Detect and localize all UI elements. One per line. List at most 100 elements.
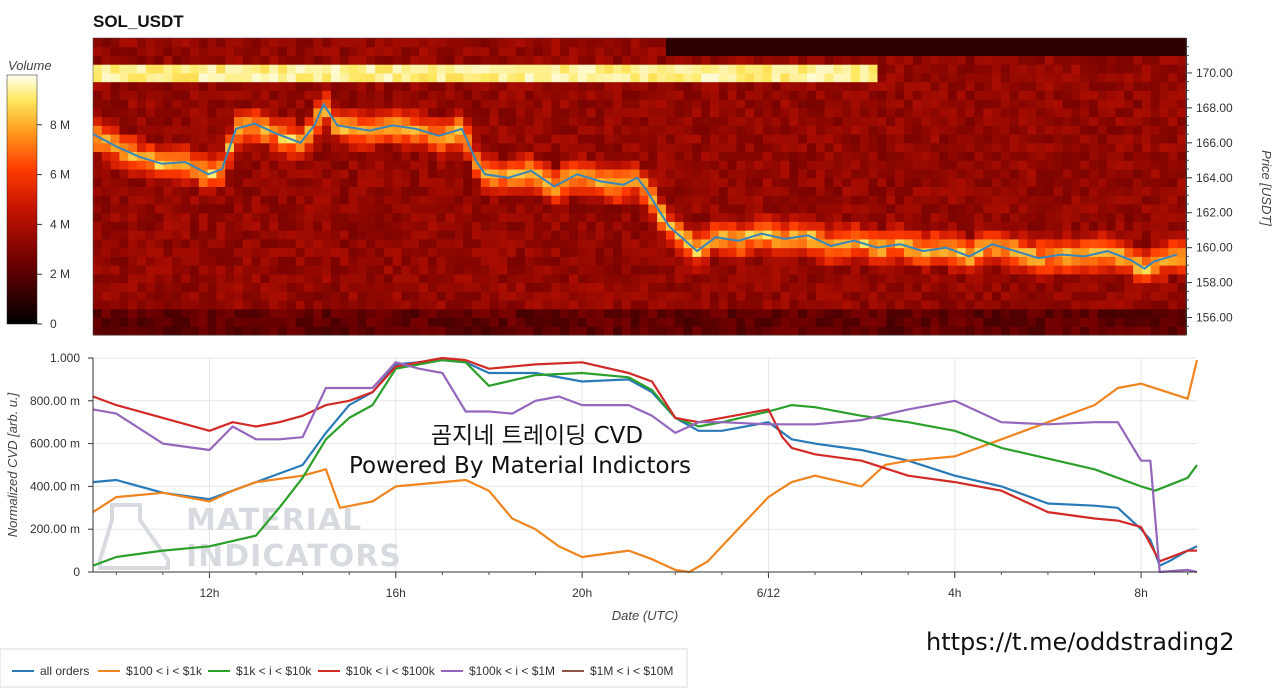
heatmap-cell (1053, 177, 1064, 187)
heatmap-cell (974, 177, 984, 187)
heatmap-cell (163, 177, 173, 187)
heatmap-cell (745, 169, 755, 179)
heatmap-cell (128, 99, 138, 109)
heatmap-cell (657, 265, 667, 275)
heatmap-cell (736, 195, 746, 205)
heatmap-cell (234, 282, 244, 292)
heatmap-cell (1036, 134, 1046, 144)
heatmap-cell (648, 116, 658, 126)
heatmap-cell (463, 81, 473, 91)
heatmap-cell (789, 55, 799, 65)
heatmap-cell (912, 38, 923, 48)
heatmap-cell (1124, 46, 1134, 56)
heatmap-cell (154, 99, 165, 109)
heatmap-cell (939, 177, 949, 187)
heatmap-cell (1177, 317, 1187, 327)
heatmap-cell (895, 177, 905, 187)
heatmap-cell (1009, 177, 1020, 187)
heatmap-cell (1053, 46, 1064, 56)
heatmap-cell (983, 55, 993, 65)
heatmap-cell (736, 151, 746, 161)
heatmap-cell (824, 142, 834, 153)
heatmap-cell (992, 160, 1002, 170)
heatmap-cell (639, 125, 649, 135)
heatmap-cell (401, 142, 411, 153)
heatmap-cell (648, 160, 658, 170)
heatmap-cell (789, 247, 799, 257)
heatmap-cell (1053, 169, 1064, 179)
heatmap-cell (842, 72, 852, 83)
heatmap-cell (1124, 256, 1134, 266)
heatmap-cell (692, 169, 702, 179)
heatmap-cell (207, 90, 217, 100)
heatmap-cell (198, 90, 209, 100)
heatmap-cell (154, 72, 165, 83)
heatmap-cell (516, 212, 526, 222)
heatmap-cell (295, 169, 306, 179)
heatmap-cell (507, 230, 517, 240)
heatmap-cell (586, 72, 596, 83)
heatmap-cell (736, 273, 746, 284)
heatmap-cell (798, 116, 808, 126)
heatmap-cell (710, 107, 720, 118)
heatmap-cell (824, 160, 834, 170)
heatmap-cell (1036, 300, 1046, 310)
heatmap-cell (1124, 291, 1134, 301)
heatmap-cell (427, 195, 438, 205)
heatmap-cell (542, 238, 552, 249)
heatmap-cell (912, 230, 923, 240)
heatmap-cell (736, 134, 746, 144)
heatmap-cell (1115, 134, 1125, 144)
heatmap-cell (577, 151, 588, 161)
heatmap-cell (1053, 186, 1064, 196)
heatmap-cell (330, 125, 341, 135)
heatmap-cell (110, 221, 120, 231)
heatmap-cell (1018, 99, 1028, 109)
heatmap-cell (921, 238, 931, 249)
heatmap-cell (1053, 265, 1064, 275)
heatmap-cell (1071, 134, 1081, 144)
heatmap-cell (657, 238, 667, 249)
heatmap-cell (234, 116, 244, 126)
heatmap-cell (137, 273, 147, 284)
heatmap-cell (330, 308, 341, 319)
heatmap-cell (859, 212, 870, 222)
heatmap-cell (1062, 247, 1072, 257)
heatmap-cell (586, 160, 596, 170)
heatmap-cell (295, 55, 306, 65)
heatmap-cell (1044, 265, 1055, 275)
heatmap-cell (269, 256, 279, 266)
heatmap-cell (745, 282, 755, 292)
heatmap-cell (419, 160, 429, 170)
heatmap-cell (1177, 282, 1187, 292)
heatmap-cell (798, 72, 808, 83)
heatmap-cell (542, 116, 552, 126)
heatmap-cell (93, 186, 103, 196)
heatmap-cell (295, 326, 306, 336)
heatmap-cell (665, 116, 676, 126)
heatmap-cell (921, 291, 931, 301)
heatmap-cell (621, 142, 632, 153)
heatmap-cell (375, 125, 385, 135)
heatmap-cell (542, 247, 552, 257)
heatmap-cell (1027, 38, 1037, 48)
heatmap-cell (286, 125, 297, 135)
heatmap-cell (754, 186, 764, 196)
heatmap-cell (621, 125, 632, 135)
heatmap-cell (833, 169, 843, 179)
heatmap-cell (939, 151, 949, 161)
heatmap-cell (1159, 81, 1169, 91)
heatmap-cell (375, 203, 385, 214)
heatmap-cell (533, 186, 544, 196)
heatmap-cell (436, 151, 447, 161)
heatmap-cell (119, 169, 129, 179)
heatmap-cell (577, 160, 588, 170)
heatmap-cell (216, 81, 226, 91)
overlay-subtitle: Powered By Material Indictors (349, 453, 691, 479)
heatmap-cell (789, 195, 799, 205)
heatmap-cell (119, 134, 129, 144)
heatmap-cell (286, 273, 297, 284)
heatmap-cell (956, 256, 967, 266)
heatmap-cell (436, 134, 447, 144)
heatmap-cell (568, 169, 579, 179)
